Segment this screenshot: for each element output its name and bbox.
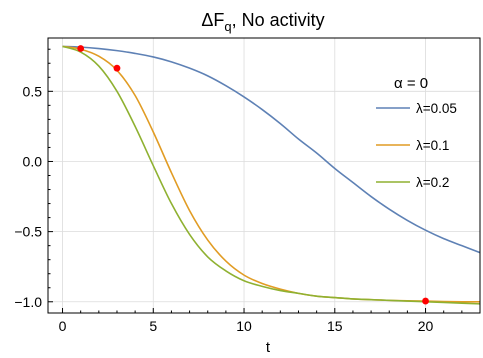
chart-title: ΔFq, No activity [201,10,324,34]
red-marker-point [77,45,85,52]
legend-title: α = 0 [394,75,428,92]
y-tick-label: −1.0 [14,294,42,310]
x-ticks: 0 5 10 15 20 [59,308,481,334]
x-tick-label: 15 [327,318,343,334]
x-tick-label: 0 [59,318,67,334]
markers [77,45,429,305]
y-tick-label: 0.5 [23,83,43,99]
x-tick-label: 10 [236,318,252,334]
y-tick-label: 0.0 [23,153,43,169]
x-tick-label: 5 [149,318,157,334]
legend-label-1: λ=0.05 [416,101,457,116]
legend: α = 0 λ=0.05 λ=0.1 λ=0.2 [376,75,457,190]
grid [48,38,480,313]
red-marker-point [113,64,121,72]
x-tick-label: 20 [418,318,434,334]
x-axis-label: t [266,339,271,356]
series-line-1 [62,45,481,254]
red-marker-point [422,297,429,305]
series-line-3 [62,45,481,305]
legend-label-3: λ=0.2 [416,175,449,190]
series-lines [62,45,481,305]
y-tick-label: −0.5 [14,224,42,240]
legend-label-2: λ=0.1 [416,138,449,153]
y-ticks: −1.0 −0.5 0.0 0.5 [14,48,53,310]
